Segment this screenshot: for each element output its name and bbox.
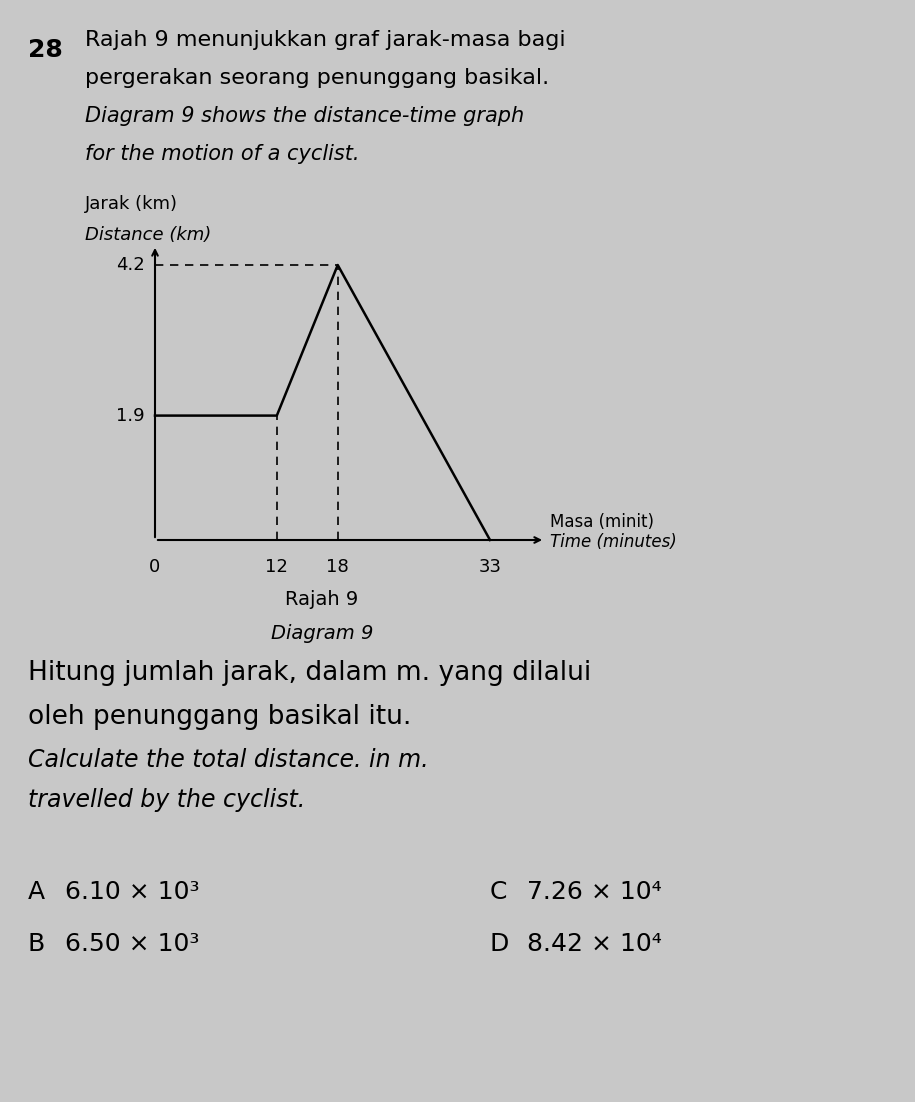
Text: for the motion of a cyclist.: for the motion of a cyclist. bbox=[85, 144, 360, 164]
Text: Distance (km): Distance (km) bbox=[85, 226, 211, 244]
Text: 33: 33 bbox=[479, 558, 501, 576]
Text: Calculate the total distance. in m.: Calculate the total distance. in m. bbox=[28, 748, 428, 773]
Text: Time (minutes): Time (minutes) bbox=[550, 533, 677, 551]
Text: 8.42 × 10⁴: 8.42 × 10⁴ bbox=[527, 932, 662, 957]
Text: oleh penunggang basikal itu.: oleh penunggang basikal itu. bbox=[28, 704, 412, 730]
Text: B: B bbox=[28, 932, 45, 957]
Text: 6.10 × 10³: 6.10 × 10³ bbox=[65, 880, 199, 904]
Text: Rajah 9: Rajah 9 bbox=[285, 590, 359, 609]
Text: Diagram 9 shows the distance-time graph: Diagram 9 shows the distance-time graph bbox=[85, 106, 524, 126]
Text: 28: 28 bbox=[28, 37, 63, 62]
Text: 4.2: 4.2 bbox=[116, 256, 145, 274]
Text: Hitung jumlah jarak, dalam m. yang dilalui: Hitung jumlah jarak, dalam m. yang dilal… bbox=[28, 660, 591, 687]
Text: 0: 0 bbox=[149, 558, 161, 576]
Text: Jarak (km): Jarak (km) bbox=[85, 195, 178, 213]
Text: C: C bbox=[490, 880, 508, 904]
Text: Rajah 9 menunjukkan graf jarak-masa bagi: Rajah 9 menunjukkan graf jarak-masa bagi bbox=[85, 30, 565, 50]
Text: 12: 12 bbox=[265, 558, 288, 576]
Text: Diagram 9: Diagram 9 bbox=[271, 624, 373, 642]
Text: 18: 18 bbox=[327, 558, 350, 576]
Text: Masa (minit): Masa (minit) bbox=[550, 514, 654, 531]
Text: 7.26 × 10⁴: 7.26 × 10⁴ bbox=[527, 880, 662, 904]
Text: 6.50 × 10³: 6.50 × 10³ bbox=[65, 932, 199, 957]
Text: D: D bbox=[490, 932, 510, 957]
Text: pergerakan seorang penunggang basikal.: pergerakan seorang penunggang basikal. bbox=[85, 68, 549, 88]
Text: travelled by the cyclist.: travelled by the cyclist. bbox=[28, 788, 306, 812]
Text: A: A bbox=[28, 880, 45, 904]
Text: 1.9: 1.9 bbox=[116, 407, 145, 424]
